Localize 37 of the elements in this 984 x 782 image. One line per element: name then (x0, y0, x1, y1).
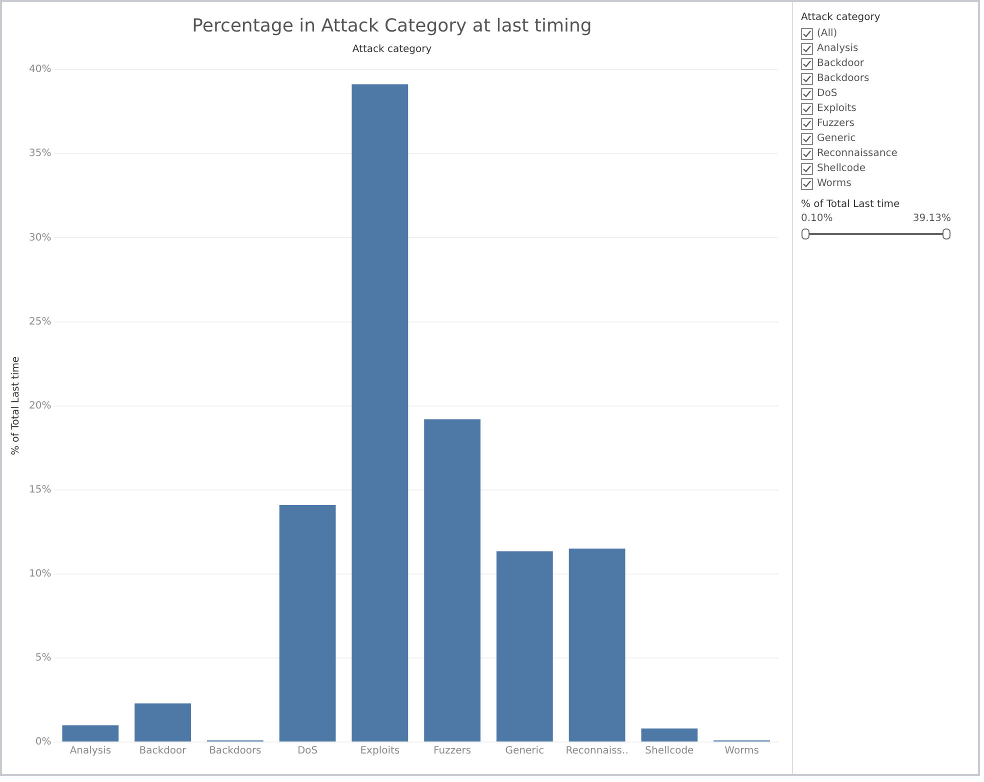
text: 0.10% (801, 213, 833, 224)
y-tick-label: 20% (28, 400, 52, 412)
y-axis-title: % of Total Last time (10, 356, 22, 456)
y-tick-label: 30% (28, 232, 52, 244)
text: Reconnaissance (817, 148, 898, 159)
y-tick-label: 10% (28, 568, 52, 580)
text: DoS (817, 88, 838, 99)
x-tick-label: Worms (724, 746, 759, 757)
x-tick-label: Exploits (360, 746, 400, 757)
text: Analysis (817, 43, 858, 54)
text: Attack category (801, 12, 882, 23)
y-tick-label: 25% (28, 316, 52, 328)
y-tick-label: 0% (35, 736, 52, 748)
text: 39.13% (912, 213, 951, 224)
text: Backdoors (817, 73, 870, 84)
y-tick-label: 5% (35, 652, 52, 664)
text: % of Total Last time (801, 199, 901, 210)
x-tick-label: Reconnaiss.. (566, 746, 628, 757)
x-tick-label: Backdoors (209, 746, 262, 757)
y-tick-label: 40% (28, 64, 52, 76)
x-tick-label: Generic (505, 746, 544, 757)
chart-title: Percentage in Attack Category at last timing (192, 15, 592, 36)
y-tick-label: 35% (28, 148, 52, 160)
text: Exploits (817, 103, 856, 114)
chart-subtitle: Attack category (352, 44, 432, 56)
x-tick-label: Shellcode (645, 746, 694, 757)
text: (All) (817, 28, 838, 39)
text: Worms (817, 178, 852, 189)
text: Backdoor (817, 58, 864, 69)
text: Generic (817, 133, 856, 144)
x-tick-label: Fuzzers (434, 746, 472, 757)
x-tick-label: DoS (297, 746, 318, 757)
text: Fuzzers (817, 118, 855, 129)
y-tick-label: 15% (28, 484, 52, 496)
x-tick-label: Analysis (70, 746, 112, 757)
x-tick-label: Backdoor (139, 746, 188, 757)
text: Shellcode (817, 163, 866, 174)
